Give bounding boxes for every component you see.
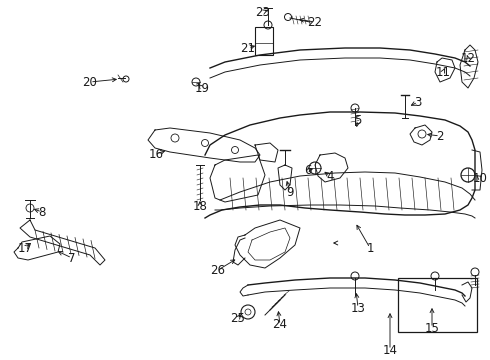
Text: 8: 8 xyxy=(38,206,46,219)
Text: 25: 25 xyxy=(231,311,245,324)
Text: 21: 21 xyxy=(241,41,255,54)
Text: 23: 23 xyxy=(256,5,270,18)
Text: 17: 17 xyxy=(18,242,32,255)
Text: 13: 13 xyxy=(350,302,366,315)
Text: 10: 10 xyxy=(472,171,488,184)
Bar xyxy=(255,27,273,55)
Text: 14: 14 xyxy=(383,343,397,356)
Text: 26: 26 xyxy=(211,264,225,276)
Text: 15: 15 xyxy=(424,321,440,334)
Text: 24: 24 xyxy=(272,319,288,332)
Text: 5: 5 xyxy=(354,113,362,126)
Text: 6: 6 xyxy=(304,163,312,176)
Text: 11: 11 xyxy=(436,66,450,78)
Text: 20: 20 xyxy=(82,76,98,89)
Text: 4: 4 xyxy=(326,170,334,183)
Text: 3: 3 xyxy=(415,95,422,108)
Text: 16: 16 xyxy=(148,148,164,161)
Text: 22: 22 xyxy=(308,15,322,28)
Text: 19: 19 xyxy=(195,81,210,94)
Text: 7: 7 xyxy=(68,252,76,265)
Text: 18: 18 xyxy=(193,201,207,213)
Text: 12: 12 xyxy=(461,51,475,64)
Text: 9: 9 xyxy=(286,185,294,198)
Text: 1: 1 xyxy=(366,242,374,255)
Text: 2: 2 xyxy=(436,130,444,143)
